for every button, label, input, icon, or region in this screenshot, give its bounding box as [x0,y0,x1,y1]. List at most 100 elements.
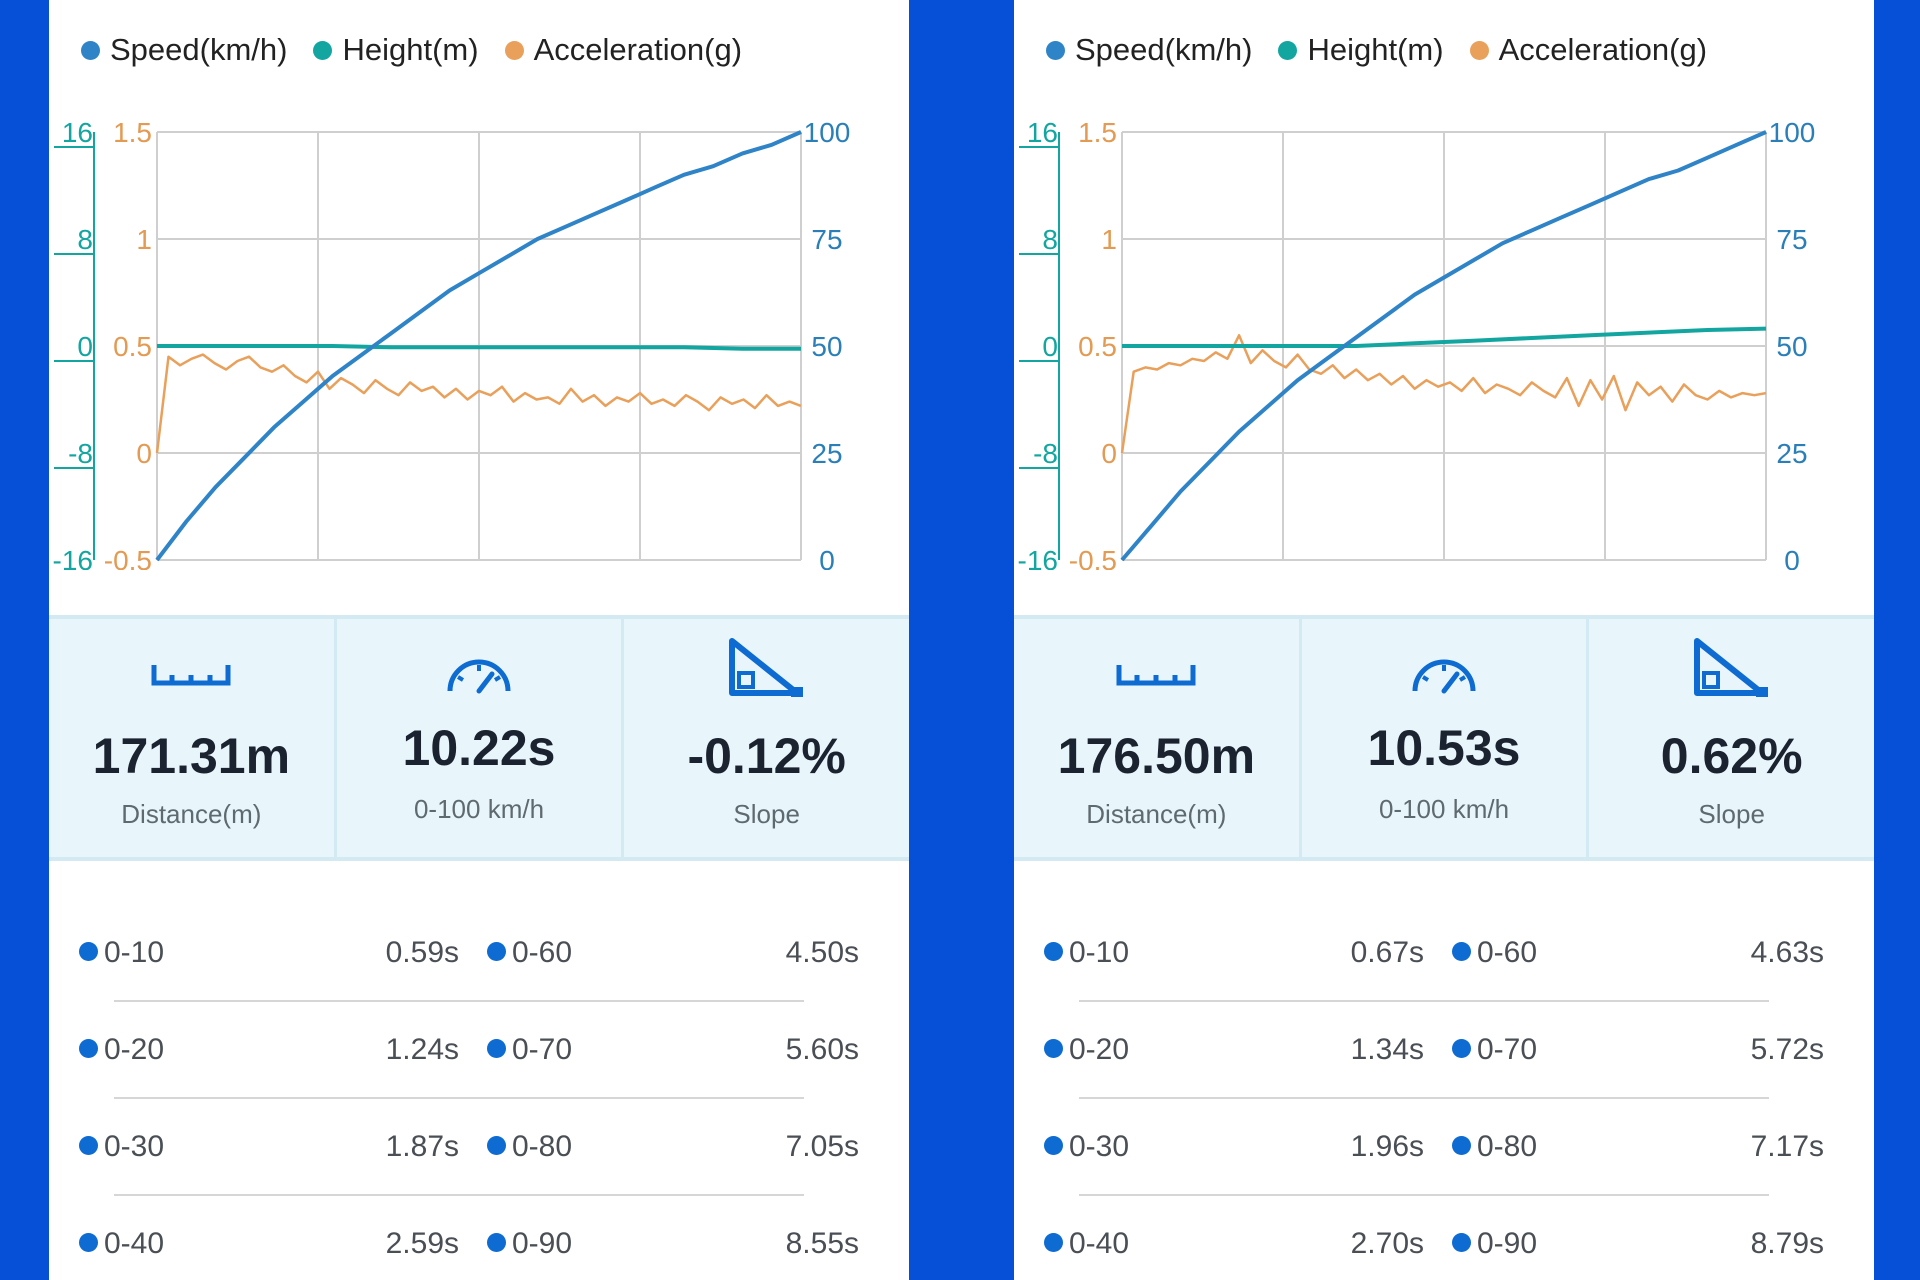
row-divider [114,1000,804,1002]
acceleration-tick-label: 1 [1101,224,1117,255]
range-time: 1.87s [385,1130,459,1163]
range-time: 1.34s [1350,1033,1424,1066]
speed-dot-icon [81,40,100,60]
acceleration-tick-label: 0 [1101,438,1117,469]
zero-to-hundred-label: 0-100 km/h [1378,794,1510,824]
range-label: 0-40 [79,1224,164,1264]
table-row: 0-20 1.34s 0-70 5.72s [1014,1002,1874,1099]
speed-tick-label: 100 [1769,117,1816,148]
speed-tick-label: 100 [804,117,851,148]
range-label: 0-80 [1452,1127,1537,1167]
legend-item-speed[interactable]: Speed(km/h) [81,32,287,68]
range-time: 7.17s [1750,1130,1824,1163]
height-tick-label: 16 [1027,117,1058,148]
slope-value: -0.12% [687,728,846,784]
acceleration-tick-label: 0 [136,438,152,469]
legend-label: Acceleration(g) [1498,32,1708,67]
acceleration-dot-icon [504,40,524,60]
range-time: 5.72s [1750,1033,1824,1066]
height-tick-label: -16 [53,545,93,570]
table-row: 0-30 1.96s 0-80 7.17s [1014,1099,1874,1196]
height-tick-label: 8 [77,224,93,255]
range-label: 0-70 [1452,1030,1537,1070]
bullet-dot-icon [1044,1135,1063,1155]
bullet-dot-icon [79,1232,98,1252]
range-time: 5.60s [785,1033,859,1066]
legend-item-acceleration[interactable]: Acceleration(g) [504,32,743,68]
acceleration-tick-label: -0.5 [104,545,152,570]
stat-slope: 0.62% Slope [1589,619,1874,857]
range-label: 0-40 [1044,1224,1129,1264]
table-row: 0-10 0.67s 0-60 4.63s [1014,905,1874,1002]
bullet-dot-icon [487,1038,506,1058]
range-time: 4.50s [785,936,859,969]
height-tick-label: 16 [62,117,93,148]
range-label: 0-10 [1044,933,1129,973]
acceleration-dot-icon [1469,40,1489,60]
speed-tick-label: 75 [1776,224,1807,255]
table-row: 0-30 1.87s 0-80 7.05s [49,1099,909,1196]
stats-bar: 176.50m Distance(m) 10.53s 0-100 km/h 0.… [1014,615,1874,861]
acceleration-tick-label: 0.5 [113,331,152,362]
range-time: 8.55s [785,1227,859,1260]
zero-to-hundred-value: 10.22s [402,720,556,776]
height-tick-label: 8 [1042,224,1058,255]
table-row: 0-10 0.59s 0-60 4.50s [49,905,909,1002]
performance-chart: 16 8 0 -8 -16 1.5 1 0.5 0 -0.5 100 75 50 25 0 [53,117,851,570]
height-tick-label: -16 [1018,545,1058,570]
bullet-dot-icon [487,1135,506,1155]
range-time: 1.24s [385,1033,459,1066]
bullet-dot-icon [1452,941,1471,961]
height-series-line [157,344,801,351]
speedometer-icon [1412,659,1476,694]
height-tick-label: 0 [77,331,93,362]
legend-label: Acceleration(g) [533,32,743,67]
bullet-dot-icon [1044,941,1063,961]
speed-tick-label: 25 [811,438,842,469]
range-label: 0-20 [1044,1030,1129,1070]
slope-label: Slope [1698,799,1765,829]
acceleration-tick-label: 0.5 [1078,331,1117,362]
stat-distance: 171.31m Distance(m) [49,619,337,857]
legend-item-height[interactable]: Height(m) [1278,32,1444,68]
range-label: 0-10 [79,933,164,973]
range-label: 0-30 [1044,1127,1129,1167]
table-row: 0-40 2.70s 0-90 8.79s [1014,1196,1874,1280]
legend-label: Speed(km/h) [1075,32,1253,67]
range-time: 7.05s [785,1130,859,1163]
chart-legend: Speed(km/h) Height(m) Acceleration(g) [81,30,768,70]
bullet-dot-icon [79,1135,98,1155]
speed-dot-icon [1046,40,1065,60]
bullet-dot-icon [79,1038,98,1058]
legend-item-height[interactable]: Height(m) [313,32,479,68]
row-divider [114,1097,804,1099]
zero-to-hundred-value: 10.53s [1367,720,1521,776]
slope-label: Slope [733,799,800,829]
chart-legend: Speed(km/h) Height(m) Acceleration(g) [1046,30,1733,70]
bullet-dot-icon [1044,1232,1063,1252]
range-time: 4.63s [1750,936,1824,969]
acceleration-series-line [155,353,802,454]
speed-tick-label: 25 [1776,438,1807,469]
row-divider [1079,1097,1769,1099]
range-label: 0-60 [1452,933,1537,973]
table-row: 0-20 1.24s 0-70 5.60s [49,1002,909,1099]
speed-tick-label: 50 [811,331,842,362]
range-time: 1.96s [1350,1130,1424,1163]
range-time: 2.70s [1350,1227,1424,1260]
zero-to-hundred-label: 0-100 km/h [413,794,545,824]
speed-series-line [155,130,802,562]
height-tick-label: -8 [1033,438,1058,469]
speed-tick-label: 50 [1776,331,1807,362]
stat-slope: -0.12% Slope [624,619,909,857]
row-divider [1079,1000,1769,1002]
legend-item-acceleration[interactable]: Acceleration(g) [1469,32,1708,68]
legend-item-speed[interactable]: Speed(km/h) [1046,32,1252,68]
ruler-icon [151,665,231,686]
legend-label: Height(m) [342,32,479,67]
acceleration-tick-label: -0.5 [1069,545,1117,570]
slope-icon [1693,638,1768,697]
bullet-dot-icon [1452,1232,1471,1252]
result-panel-right: Speed(km/h) Height(m) Acceleration(g) 16… [1014,0,1874,1280]
speed-tick-label: 75 [811,224,842,255]
